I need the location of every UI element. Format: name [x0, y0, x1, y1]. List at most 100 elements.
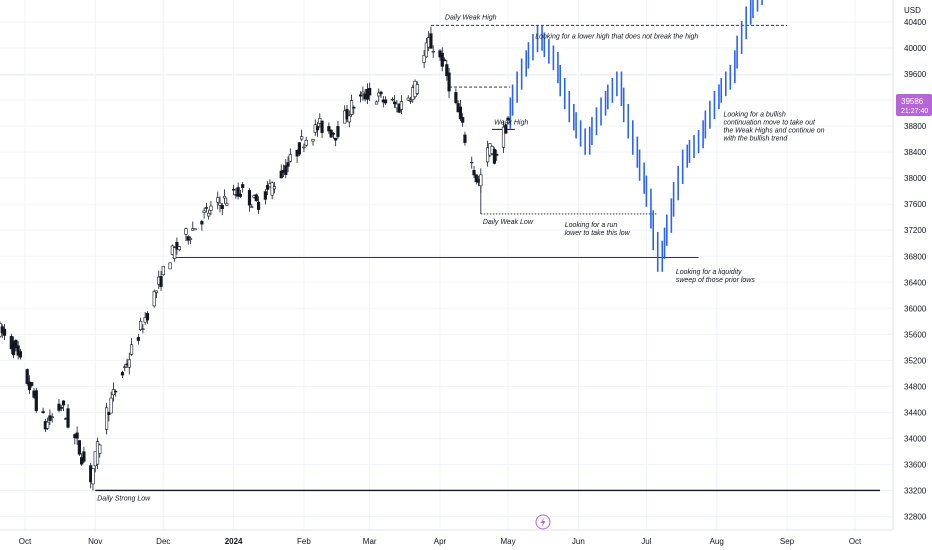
- annotation-text: sweep of those prior lows: [676, 277, 755, 284]
- candle: [2, 324, 7, 341]
- price-axis[interactable]: USD 32800 33200 33600 34000 34400 34800 35200 3…: [892, 0, 932, 530]
- x-tick-label: Oct: [19, 537, 32, 546]
- candle: [447, 67, 451, 99]
- actual-candles: [0, 26, 510, 491]
- candle: [188, 236, 193, 245]
- y-tick-label: 38800: [904, 122, 927, 131]
- candle: [109, 391, 113, 414]
- candle: [114, 389, 118, 397]
- y-tick-label: 39600: [904, 70, 927, 79]
- y-tick-label: 33600: [904, 460, 927, 469]
- candle: [286, 156, 290, 173]
- candle: [238, 190, 243, 199]
- candle: [129, 338, 134, 356]
- candle: [14, 339, 18, 352]
- candle: [75, 426, 79, 445]
- annotation-text: the Weak Highs and continue on: [724, 127, 825, 134]
- candle: [320, 120, 324, 138]
- projected-candles: [509, 0, 763, 272]
- candle: [311, 138, 315, 146]
- candle: [463, 131, 467, 146]
- x-tick-label: Nov: [88, 537, 102, 546]
- candle: [399, 95, 404, 115]
- candle: [315, 122, 320, 137]
- candle: [161, 265, 165, 276]
- candle: [232, 184, 236, 196]
- candle: [408, 96, 413, 104]
- annotation-text: with the bullish trend: [724, 135, 789, 142]
- x-tick-label: Feb: [297, 537, 311, 546]
- x-tick-label: Oct: [849, 537, 862, 546]
- candle: [302, 143, 306, 152]
- candle: [359, 91, 363, 103]
- candle: [173, 245, 177, 262]
- y-tick-label: 34400: [904, 408, 927, 417]
- candle: [186, 235, 190, 245]
- candle: [225, 197, 229, 206]
- candle: [48, 409, 52, 426]
- candle: [349, 94, 354, 117]
- candle: [383, 96, 388, 105]
- candle: [184, 227, 188, 241]
- candle: [123, 364, 127, 372]
- y-tick-label: 33200: [904, 486, 927, 495]
- current-price-badge: 39586 21:27:40: [896, 94, 932, 116]
- level-label: Daily Strong Low: [97, 495, 151, 502]
- candle: [12, 336, 16, 359]
- candle: [204, 202, 208, 213]
- candle: [379, 90, 383, 98]
- x-tick-label: Apr: [434, 537, 447, 546]
- candle: [193, 228, 197, 231]
- x-tick-label: May: [500, 537, 515, 546]
- candle: [300, 129, 304, 142]
- candle: [209, 201, 213, 216]
- candle: [266, 181, 270, 196]
- x-tick-label: 2024: [225, 537, 243, 546]
- candle: [18, 348, 23, 360]
- y-tick-label: 38000: [904, 174, 927, 183]
- candle: [139, 317, 143, 332]
- candle: [34, 387, 38, 414]
- candle: [472, 165, 476, 178]
- candle: [347, 110, 351, 128]
- y-tick-label: 34800: [904, 382, 927, 391]
- x-tick-label: Sep: [780, 537, 795, 546]
- y-tick-label: 40400: [904, 18, 927, 27]
- candle: [200, 219, 204, 231]
- candle: [141, 324, 145, 334]
- candle: [284, 159, 288, 179]
- y-tick-label: 40800: [904, 0, 927, 1]
- candle: [374, 100, 379, 105]
- candle: [442, 57, 447, 62]
- candle: [454, 88, 458, 105]
- candle: [91, 468, 95, 491]
- x-tick-label: Dec: [156, 537, 170, 546]
- y-tick-label: 34000: [904, 434, 927, 443]
- candle: [220, 202, 224, 216]
- candle: [431, 45, 435, 58]
- annotation-text: continuation move to take out: [724, 119, 817, 126]
- annotation-text: Looking for a liquidity: [676, 269, 742, 276]
- candle: [263, 189, 267, 205]
- candle: [168, 262, 172, 270]
- candle: [336, 120, 340, 139]
- candle: [288, 148, 292, 163]
- time-axis[interactable]: Oct Nov Dec 2024 Feb Mar Apr May Jun Jul Aug Sep Oct: [0, 514, 893, 546]
- x-tick-label: Mar: [363, 537, 377, 546]
- candle: [377, 88, 381, 103]
- y-tick-label: 35600: [904, 330, 927, 339]
- candle: [361, 86, 365, 101]
- candle: [61, 400, 66, 411]
- y-tick-label: 37600: [904, 200, 927, 209]
- y-tick-label: 40000: [904, 44, 927, 53]
- candle: [492, 147, 497, 165]
- candle: [393, 95, 397, 108]
- candle: [25, 368, 29, 386]
- y-tick-label: 36800: [904, 252, 927, 261]
- level-label: Daily Weak Low: [483, 219, 534, 226]
- annotation-text: Looking for a run: [565, 222, 618, 229]
- candle: [415, 81, 419, 95]
- candle: [27, 375, 32, 394]
- lightning-icon[interactable]: [535, 514, 551, 530]
